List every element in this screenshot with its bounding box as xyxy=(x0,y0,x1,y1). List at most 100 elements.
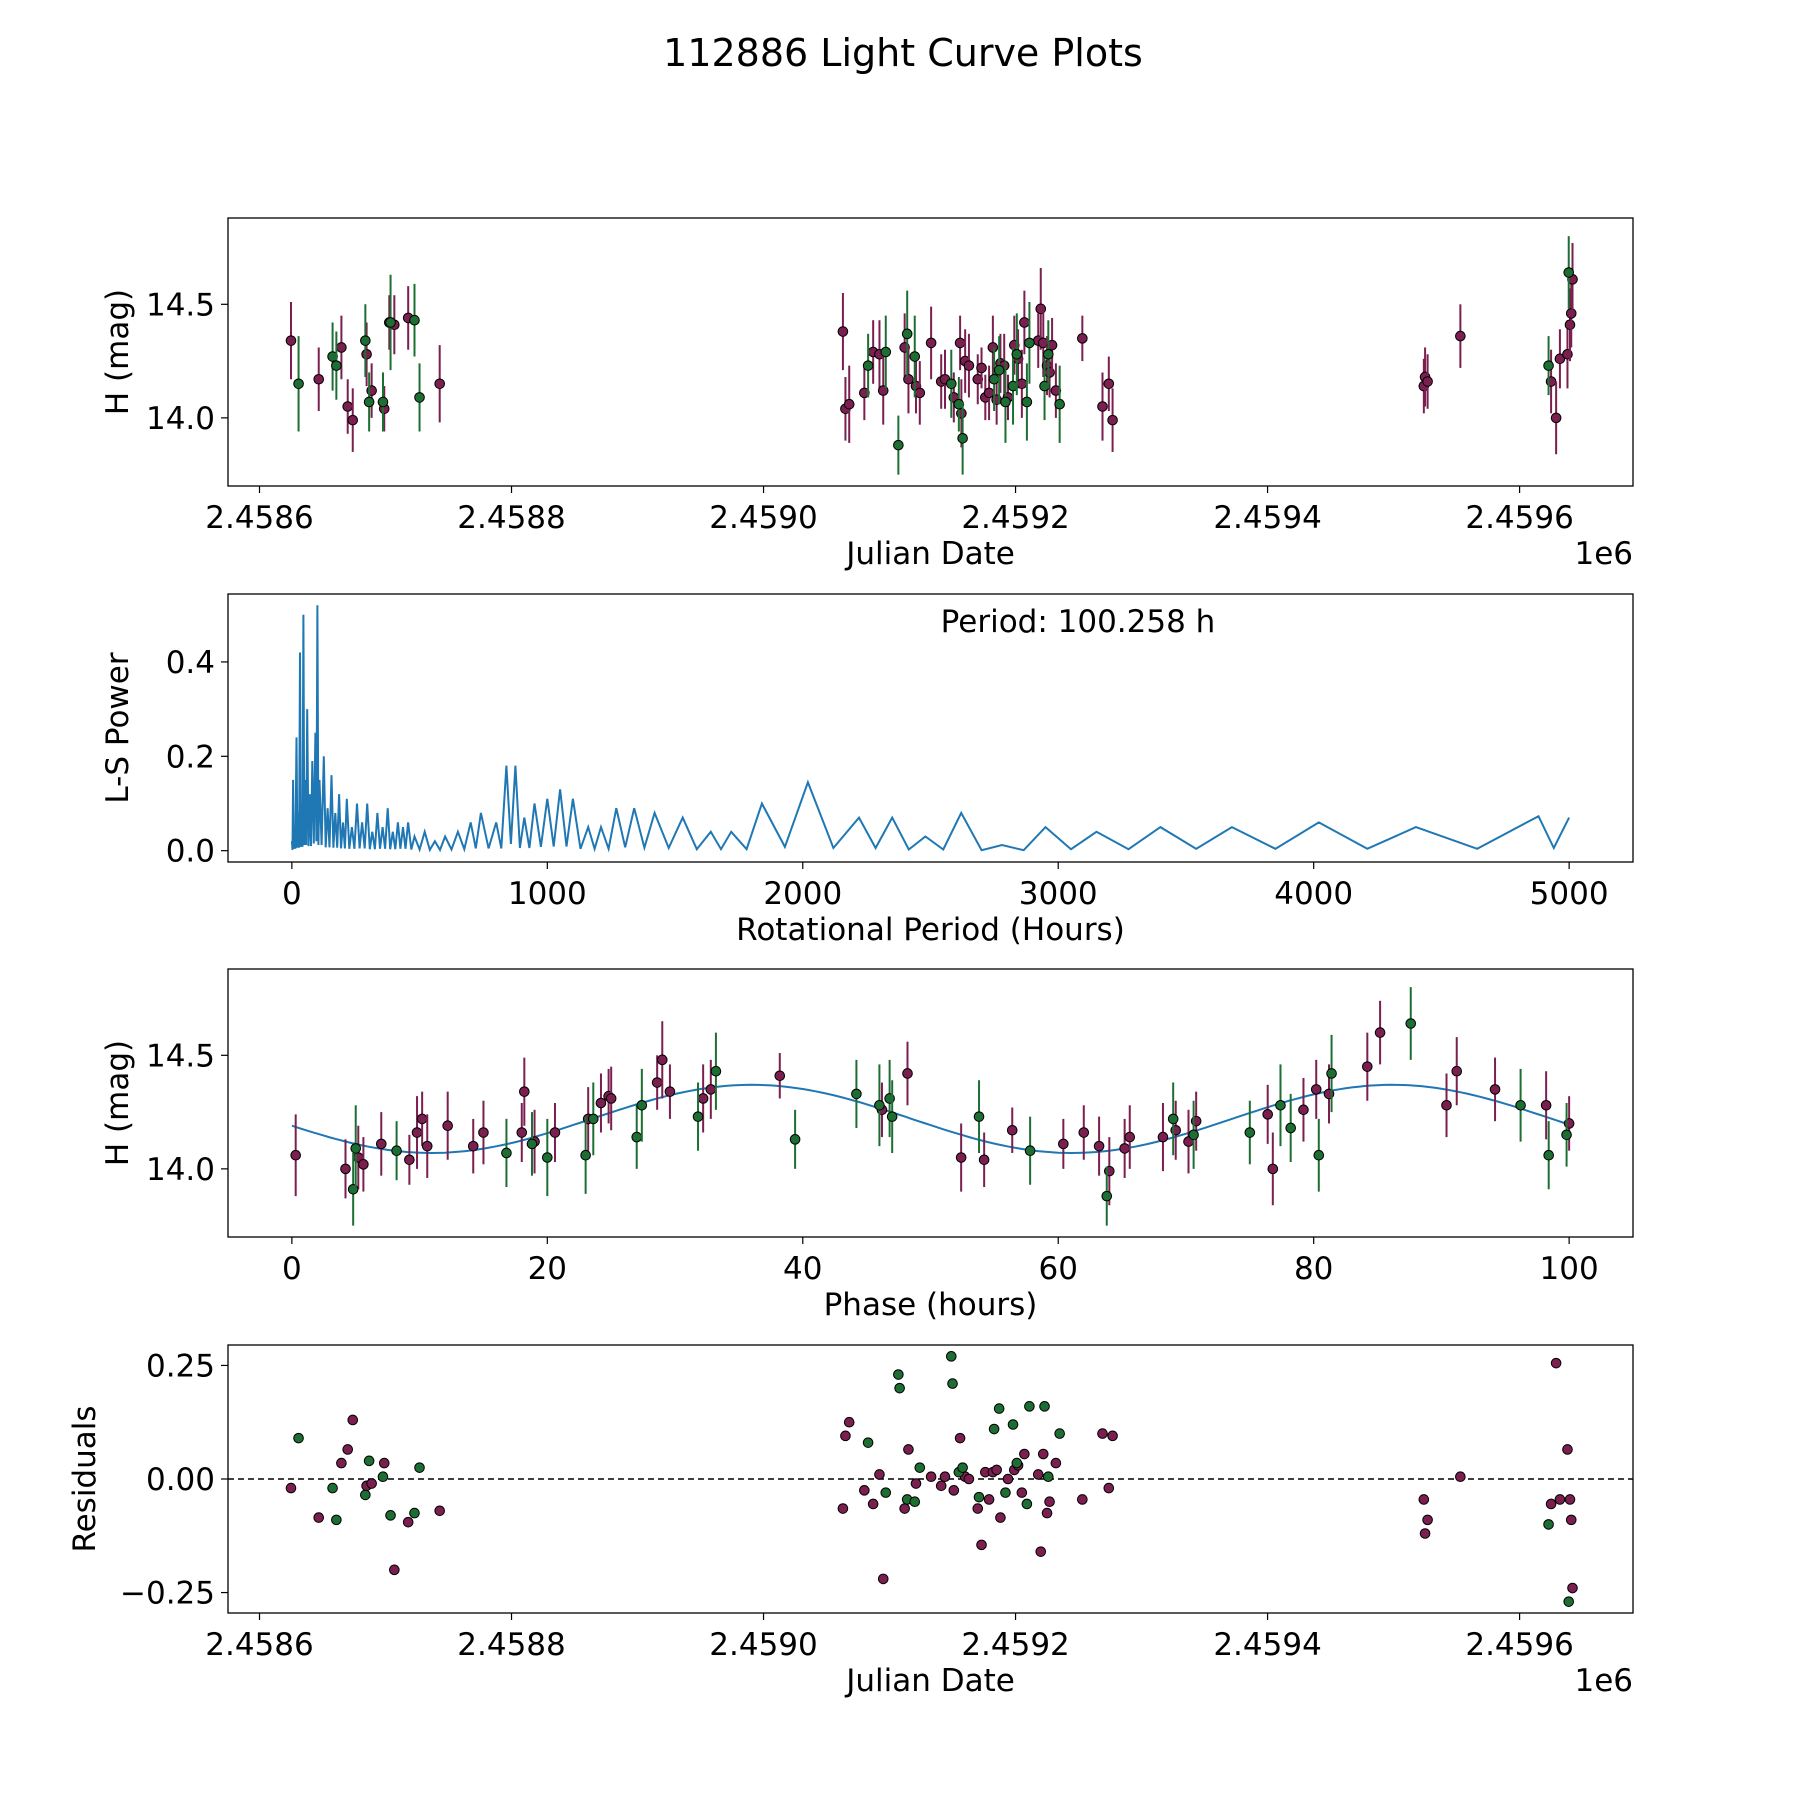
data-point xyxy=(336,1457,347,1469)
data-point xyxy=(972,1503,984,1514)
data-point xyxy=(1564,1494,1576,1505)
data-point xyxy=(327,351,338,362)
x-tick-label: 5000 xyxy=(1530,876,1609,912)
data-point xyxy=(963,360,975,371)
y-tick-label: 0.00 xyxy=(146,1462,215,1498)
data-point xyxy=(342,401,354,412)
x-tick-label: 2.4588 xyxy=(457,500,565,536)
data-point xyxy=(378,1457,390,1469)
data-point xyxy=(1097,401,1108,412)
plot-area xyxy=(285,236,1578,475)
data-point xyxy=(837,1503,849,1514)
data-point xyxy=(1441,1099,1452,1111)
y-tick-label: 0.4 xyxy=(166,645,215,681)
data-point xyxy=(987,342,999,353)
data-point xyxy=(874,1099,885,1111)
data-point xyxy=(651,1077,663,1088)
data-point xyxy=(1046,339,1058,351)
figure-title: 112886 Light Curve Plots xyxy=(663,31,1143,75)
x-tick-label: 0 xyxy=(282,1251,302,1287)
data-point xyxy=(1039,380,1050,392)
data-point xyxy=(1044,1496,1055,1508)
y-axis-label: H (mag) xyxy=(100,1040,136,1166)
x-axis-label: Julian Date xyxy=(844,536,1015,572)
y-tick-label: 14.0 xyxy=(146,401,215,437)
data-point xyxy=(580,1149,591,1161)
x-tick-label: 80 xyxy=(1294,1251,1333,1287)
x-tick-label: 2.4590 xyxy=(709,500,817,536)
data-point xyxy=(605,1093,617,1104)
data-point xyxy=(411,1127,423,1138)
data-point xyxy=(442,1120,453,1132)
data-point xyxy=(347,414,359,426)
data-point xyxy=(880,346,892,358)
data-point xyxy=(1024,1401,1035,1412)
data-point xyxy=(331,1514,342,1526)
x-tick-label: 0 xyxy=(282,876,302,912)
data-point xyxy=(914,1462,926,1473)
data-point xyxy=(954,337,966,349)
data-point xyxy=(1515,1099,1526,1111)
data-point xyxy=(978,1154,990,1166)
data-point xyxy=(1188,1129,1199,1141)
data-point xyxy=(1405,1018,1417,1029)
data-point xyxy=(434,1505,445,1517)
data-point xyxy=(340,1163,351,1175)
data-point xyxy=(360,1489,371,1501)
data-point xyxy=(1103,378,1115,390)
data-point xyxy=(774,1070,786,1082)
data-point xyxy=(1032,1469,1044,1480)
data-point xyxy=(389,1564,400,1576)
data-point xyxy=(1326,1068,1337,1079)
x-tick-label: 4000 xyxy=(1274,876,1353,912)
data-point xyxy=(1019,317,1030,328)
axes-frame xyxy=(227,217,1634,487)
x-tick-label: 2.4586 xyxy=(205,1627,313,1663)
data-point xyxy=(1540,1099,1552,1111)
data-point xyxy=(909,351,921,362)
period-annotation: Period: 100.258 h xyxy=(941,604,1216,640)
data-point xyxy=(1543,1519,1554,1530)
plot-area xyxy=(290,987,1575,1226)
data-point xyxy=(903,373,914,385)
data-point xyxy=(1077,1494,1088,1505)
data-point xyxy=(366,1478,377,1489)
data-point xyxy=(901,328,913,340)
data-point xyxy=(1267,1163,1279,1175)
data-point xyxy=(953,398,965,410)
light-curve-panel: 2.4586 2.4588 2.4590 2.4592 2.4594 2.4596 14.0… xyxy=(100,217,1634,572)
phase-folded-panel: 0 20 40 60 80 100 14.0 14.5 Phase (hours) H (mag) xyxy=(100,968,1634,1323)
data-point xyxy=(1024,1145,1036,1156)
x-tick-label: 40 xyxy=(783,1251,822,1287)
x-tick-label: 2.4590 xyxy=(709,1627,817,1663)
x-axis-label: Julian Date xyxy=(844,1663,1015,1699)
data-point xyxy=(1011,348,1023,360)
data-point xyxy=(293,1432,304,1444)
data-point xyxy=(1157,1131,1169,1143)
data-point xyxy=(1489,1084,1501,1095)
x-tick-label: 3000 xyxy=(1019,876,1098,912)
data-point xyxy=(1011,1457,1023,1469)
y-axis-label: L-S Power xyxy=(100,652,136,803)
x-tick-label: 2.4596 xyxy=(1465,1627,1573,1663)
data-point xyxy=(1562,1444,1573,1455)
data-point xyxy=(1374,1027,1386,1038)
data-point xyxy=(313,373,325,385)
data-point xyxy=(1035,1546,1047,1557)
axes-frame xyxy=(227,968,1634,1238)
data-point xyxy=(1275,1099,1286,1111)
data-point xyxy=(327,1482,338,1494)
data-point xyxy=(1050,385,1062,396)
data-point xyxy=(1554,353,1566,365)
data-point xyxy=(1043,348,1054,360)
data-point xyxy=(516,1127,528,1138)
x-tick-label: 2.4586 xyxy=(205,500,313,536)
data-point xyxy=(705,1084,717,1095)
data-point xyxy=(391,1145,402,1156)
data-point xyxy=(1565,1514,1577,1526)
data-point xyxy=(342,1444,354,1455)
data-point xyxy=(631,1131,643,1143)
x-axis-label: Rotational Period (Hours) xyxy=(736,912,1125,948)
data-point xyxy=(867,1498,879,1510)
